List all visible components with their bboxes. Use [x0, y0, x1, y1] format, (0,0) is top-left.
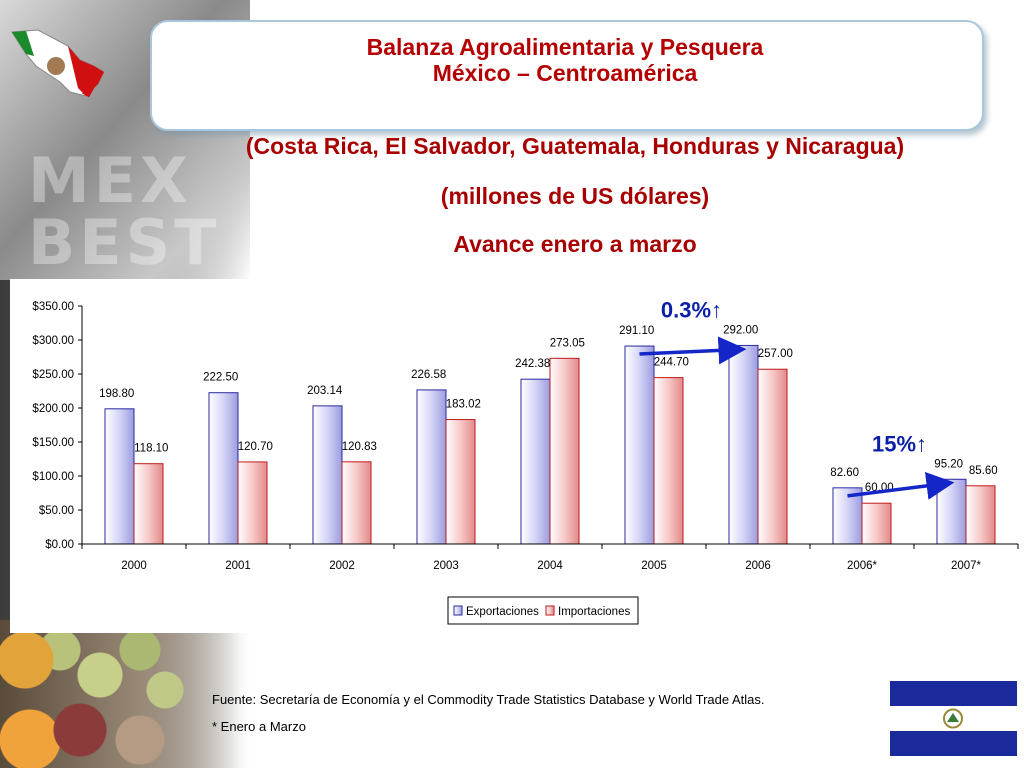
data-label: 203.14	[307, 385, 343, 397]
el-salvador-flag-icon	[890, 681, 1017, 756]
y-axis: $0.00 $50.00 $100.00 $150.00 $200.00 $250.00 $…	[32, 301, 83, 551]
growth-arrow	[847, 471, 955, 500]
export-bar	[104, 408, 135, 545]
y-tick-label: $0.00	[45, 539, 74, 551]
export-bar	[936, 478, 967, 545]
data-label: 118.10	[134, 443, 168, 455]
data-labels: 198.80 118.10 222.50 120.70 203.14 120.83 226.…	[99, 324, 998, 494]
import-bar	[445, 419, 476, 545]
data-label: 222.50	[203, 372, 238, 384]
data-label: 198.80	[99, 388, 134, 400]
bar-chart: $0.00 $50.00 $100.00 $150.00 $200.00 $250.00 $…	[32, 297, 1019, 625]
export-bar	[416, 389, 447, 545]
x-tick-label: 2001	[225, 560, 251, 572]
data-label: 244.70	[654, 357, 689, 369]
slide-title: Balanza Agroalimentaria y Pesquera	[366, 34, 764, 60]
export-bar	[208, 392, 239, 545]
data-label: 292.00	[723, 324, 758, 336]
annotations: 0.3%↑ 15%↑	[639, 297, 955, 500]
mexico-map-logo-icon	[11, 29, 105, 98]
legend-swatch	[545, 605, 555, 616]
data-label: 120.70	[238, 441, 273, 453]
title-box	[150, 20, 984, 131]
import-bar	[861, 502, 892, 545]
x-tick-label: 2004	[537, 560, 563, 572]
data-label: 183.02	[446, 399, 481, 411]
x-tick-label: 2003	[433, 560, 459, 572]
y-tick-label: $250.00	[32, 369, 74, 381]
subtitle-period: Avance enero a marzo	[453, 231, 697, 257]
x-axis: 2000 2001 2002 2003 2004 2005 2006 2006* 2007*	[81, 543, 1019, 572]
import-bar	[549, 357, 580, 545]
import-bar	[237, 461, 268, 545]
bars	[104, 344, 996, 545]
x-tick-label: 2006*	[847, 560, 878, 572]
export-bar	[832, 487, 863, 545]
data-label: 82.60	[830, 467, 859, 479]
x-tick-label: 2002	[329, 560, 355, 572]
y-tick-label: $300.00	[32, 335, 74, 347]
data-label: 85.60	[969, 465, 998, 477]
watermark-line-2: BEST	[28, 206, 221, 279]
export-bar	[520, 378, 551, 545]
footnote: * Enero a Marzo	[212, 719, 306, 734]
y-tick-label: $200.00	[32, 403, 74, 415]
growth-arrow	[639, 336, 747, 365]
y-tick-label: $50.00	[39, 505, 74, 517]
y-tick-label: $100.00	[32, 471, 74, 483]
import-bar	[341, 461, 372, 545]
data-label: 95.20	[934, 458, 963, 470]
legend-swatch	[453, 605, 463, 616]
data-label: 120.83	[342, 441, 377, 453]
growth-annotation: 0.3%↑	[661, 297, 722, 322]
legend-label: Importaciones	[558, 606, 630, 618]
legend-label: Exportaciones	[466, 606, 539, 618]
watermark-line-1: MEX	[28, 144, 192, 217]
x-tick-label: 2000	[121, 560, 147, 572]
data-label: 257.00	[758, 348, 793, 360]
chart-panel: $0.00 $50.00 $100.00 $150.00 $200.00 $250.00 $…	[10, 279, 1022, 633]
export-bar	[624, 345, 655, 545]
export-bar	[312, 405, 343, 545]
fruit-photo	[0, 620, 240, 768]
data-label: 242.38	[515, 358, 550, 370]
import-bar	[757, 368, 788, 545]
x-tick-label: 2005	[641, 560, 667, 572]
data-label: 291.10	[619, 325, 654, 337]
y-tick-label: $350.00	[32, 301, 74, 313]
import-bar	[653, 377, 684, 545]
legend: Exportaciones Importaciones	[447, 596, 639, 625]
slide-title-line-2: México – Centroamérica	[432, 60, 698, 86]
import-bar	[965, 485, 996, 545]
legend-box	[447, 596, 639, 625]
source-note: Fuente: Secretaría de Economía y el Comm…	[212, 692, 765, 707]
subtitle-units: (millones de US dólares)	[440, 183, 710, 209]
data-label: 226.58	[411, 369, 446, 381]
growth-annotation: 15%↑	[872, 431, 927, 456]
x-tick-label: 2007*	[951, 560, 982, 572]
subtitle-countries: (Costa Rica, El Salvador, Guatemala, Hon…	[245, 133, 905, 159]
data-label: 273.05	[550, 337, 585, 349]
watermark-text: MEX BEST	[28, 150, 221, 274]
y-tick-label: $150.00	[32, 437, 74, 449]
export-bar	[728, 344, 759, 545]
import-bar	[133, 463, 164, 545]
x-tick-label: 2006	[745, 560, 771, 572]
